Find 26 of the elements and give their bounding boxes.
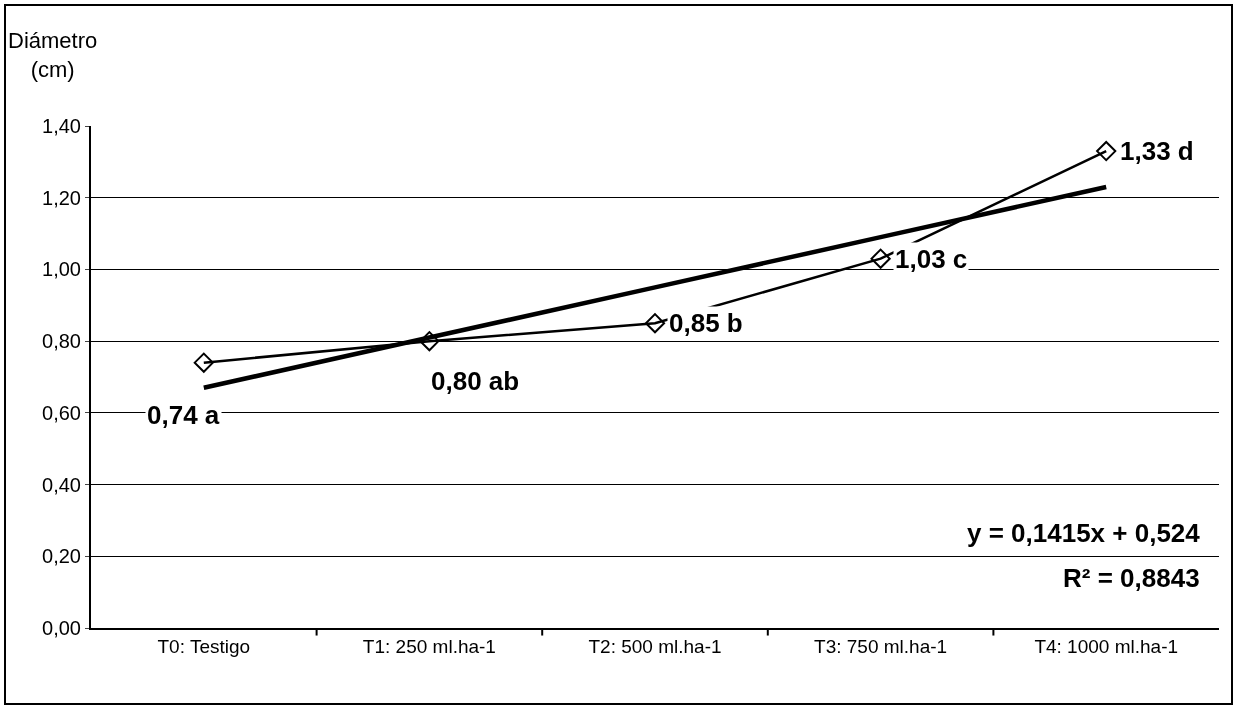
y-tick-label: 0,20: [42, 545, 81, 568]
point: [193, 352, 214, 373]
x-tick-label: T4: 1000 ml.ha-1: [1034, 635, 1179, 657]
y-tick-label: 0,80: [42, 330, 81, 353]
data-label: 0,80 ab: [431, 366, 520, 396]
data-label: 1,03 c: [895, 244, 968, 274]
x-tick-label: T1: 250 ml.ha-1: [362, 635, 496, 657]
point: [419, 331, 440, 352]
data-label: 0,85 b: [669, 308, 743, 338]
point: [870, 248, 891, 269]
x-tick-label: T2: 500 ml.ha-1: [588, 635, 722, 657]
y-axis-title: Diámetro (cm): [8, 28, 98, 82]
data-label: 1,33 d: [1120, 136, 1194, 166]
annotation: R² = 0,8843: [1063, 563, 1200, 593]
point: [644, 313, 666, 334]
data-label: 0,74 a: [147, 400, 220, 430]
y-tick-label: 1,00: [42, 258, 81, 281]
y-tick-label: 0,00: [42, 617, 81, 639]
y-tick-label: 1,20: [42, 186, 81, 209]
x-tick-label: T3: 750 ml.ha-1: [814, 635, 948, 657]
y-tick-label: 0,40: [42, 473, 81, 496]
annotation: y = 0,1415x + 0,524: [967, 518, 1201, 548]
y-tick-label: 0,60: [42, 401, 81, 424]
x-tick-label: T0: Testigo: [157, 635, 251, 657]
point: [1096, 141, 1117, 162]
y-tick-label: 1,40: [42, 115, 81, 137]
